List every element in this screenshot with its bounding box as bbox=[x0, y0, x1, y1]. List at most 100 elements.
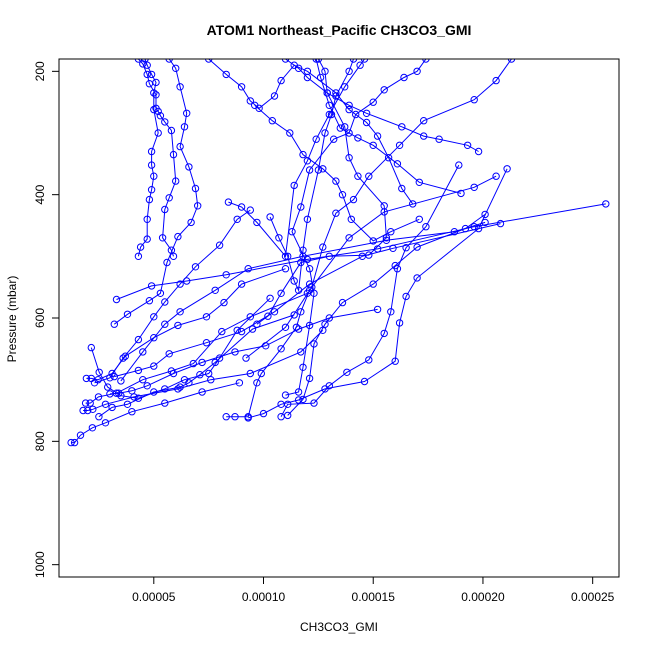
data-point bbox=[402, 244, 410, 252]
data-point bbox=[150, 362, 158, 370]
data-point bbox=[76, 431, 85, 439]
data-point bbox=[332, 177, 340, 185]
data-point bbox=[297, 308, 305, 316]
data-point bbox=[215, 241, 224, 249]
data-point bbox=[169, 369, 178, 378]
data-point bbox=[325, 314, 333, 322]
data-point bbox=[393, 160, 402, 168]
data-point bbox=[323, 89, 331, 97]
series-1 bbox=[67, 379, 244, 447]
series-line bbox=[208, 59, 414, 205]
data-point bbox=[325, 252, 333, 260]
data-point bbox=[237, 280, 246, 288]
series-24 bbox=[281, 59, 483, 156]
data-point bbox=[319, 243, 327, 251]
data-point bbox=[266, 294, 274, 302]
data-point bbox=[415, 178, 423, 187]
data-point bbox=[202, 313, 211, 321]
x-axis-label: CH3CO3_GMI bbox=[300, 620, 378, 634]
data-point bbox=[255, 104, 263, 113]
data-point bbox=[235, 379, 244, 387]
data-point bbox=[106, 390, 114, 398]
data-point bbox=[352, 110, 360, 119]
data-point bbox=[314, 59, 323, 63]
data-point bbox=[169, 252, 178, 260]
data-point bbox=[191, 184, 200, 193]
data-point bbox=[154, 129, 162, 137]
data-point bbox=[360, 377, 369, 386]
data-point bbox=[145, 195, 154, 204]
data-point bbox=[150, 388, 158, 396]
series-line bbox=[109, 308, 378, 395]
data-point bbox=[312, 59, 320, 63]
data-point bbox=[413, 274, 421, 282]
data-point bbox=[380, 202, 388, 210]
data-point bbox=[321, 129, 329, 137]
data-point bbox=[180, 123, 189, 131]
series-line bbox=[114, 223, 501, 378]
series-16 bbox=[284, 210, 489, 420]
data-point bbox=[143, 235, 151, 243]
data-point bbox=[365, 172, 373, 180]
data-point bbox=[147, 147, 156, 156]
data-point bbox=[294, 286, 303, 294]
data-point bbox=[347, 215, 355, 224]
data-point bbox=[237, 83, 246, 91]
data-point bbox=[185, 163, 193, 171]
data-point bbox=[218, 327, 226, 336]
data-point bbox=[145, 297, 154, 305]
data-point bbox=[338, 191, 347, 199]
data-point bbox=[268, 117, 276, 125]
data-point bbox=[143, 215, 151, 224]
data-point bbox=[150, 105, 158, 114]
data-point bbox=[88, 424, 97, 432]
data-point bbox=[422, 59, 430, 63]
x-tick-label: 0.00025 bbox=[571, 590, 615, 604]
series-3 bbox=[81, 289, 312, 407]
data-point bbox=[211, 286, 219, 294]
data-point bbox=[224, 198, 233, 206]
data-point bbox=[136, 243, 145, 251]
data-point bbox=[290, 311, 298, 319]
data-point bbox=[121, 352, 130, 360]
data-point bbox=[345, 154, 353, 162]
data-point bbox=[330, 135, 338, 143]
data-point bbox=[481, 210, 489, 219]
data-point bbox=[246, 97, 255, 105]
data-point bbox=[362, 118, 371, 127]
data-point bbox=[128, 387, 136, 395]
series-10 bbox=[117, 218, 489, 385]
series-11 bbox=[90, 206, 255, 387]
data-point bbox=[305, 265, 314, 273]
series-line bbox=[94, 209, 251, 384]
data-point bbox=[222, 70, 230, 79]
data-point bbox=[345, 129, 353, 137]
data-point bbox=[134, 59, 143, 63]
y-tick-label: 200 bbox=[33, 61, 47, 81]
data-point bbox=[349, 195, 358, 204]
data-point bbox=[187, 218, 195, 227]
series-line bbox=[83, 329, 324, 411]
chart-title: ATOM1 Northeast_Pacific CH3CO3_GMI bbox=[207, 22, 472, 38]
data-point bbox=[321, 67, 329, 76]
data-point bbox=[310, 399, 318, 407]
data-point bbox=[242, 354, 250, 362]
data-point bbox=[413, 67, 421, 76]
data-point bbox=[391, 357, 399, 365]
data-point bbox=[150, 89, 158, 97]
data-point bbox=[123, 310, 132, 318]
data-point bbox=[89, 405, 97, 413]
data-point bbox=[281, 252, 290, 260]
data-point bbox=[150, 313, 158, 321]
data-point bbox=[176, 308, 184, 316]
data-point bbox=[275, 234, 283, 242]
data-point bbox=[277, 345, 285, 353]
data-point bbox=[87, 343, 96, 352]
y-tick-label: 600 bbox=[33, 308, 47, 328]
data-point bbox=[86, 399, 94, 407]
data-point bbox=[174, 385, 182, 393]
x-tick-label: 0.00010 bbox=[242, 590, 286, 604]
series-line bbox=[280, 164, 460, 417]
x-tick-label: 0.00005 bbox=[132, 590, 176, 604]
data-point bbox=[305, 374, 314, 383]
